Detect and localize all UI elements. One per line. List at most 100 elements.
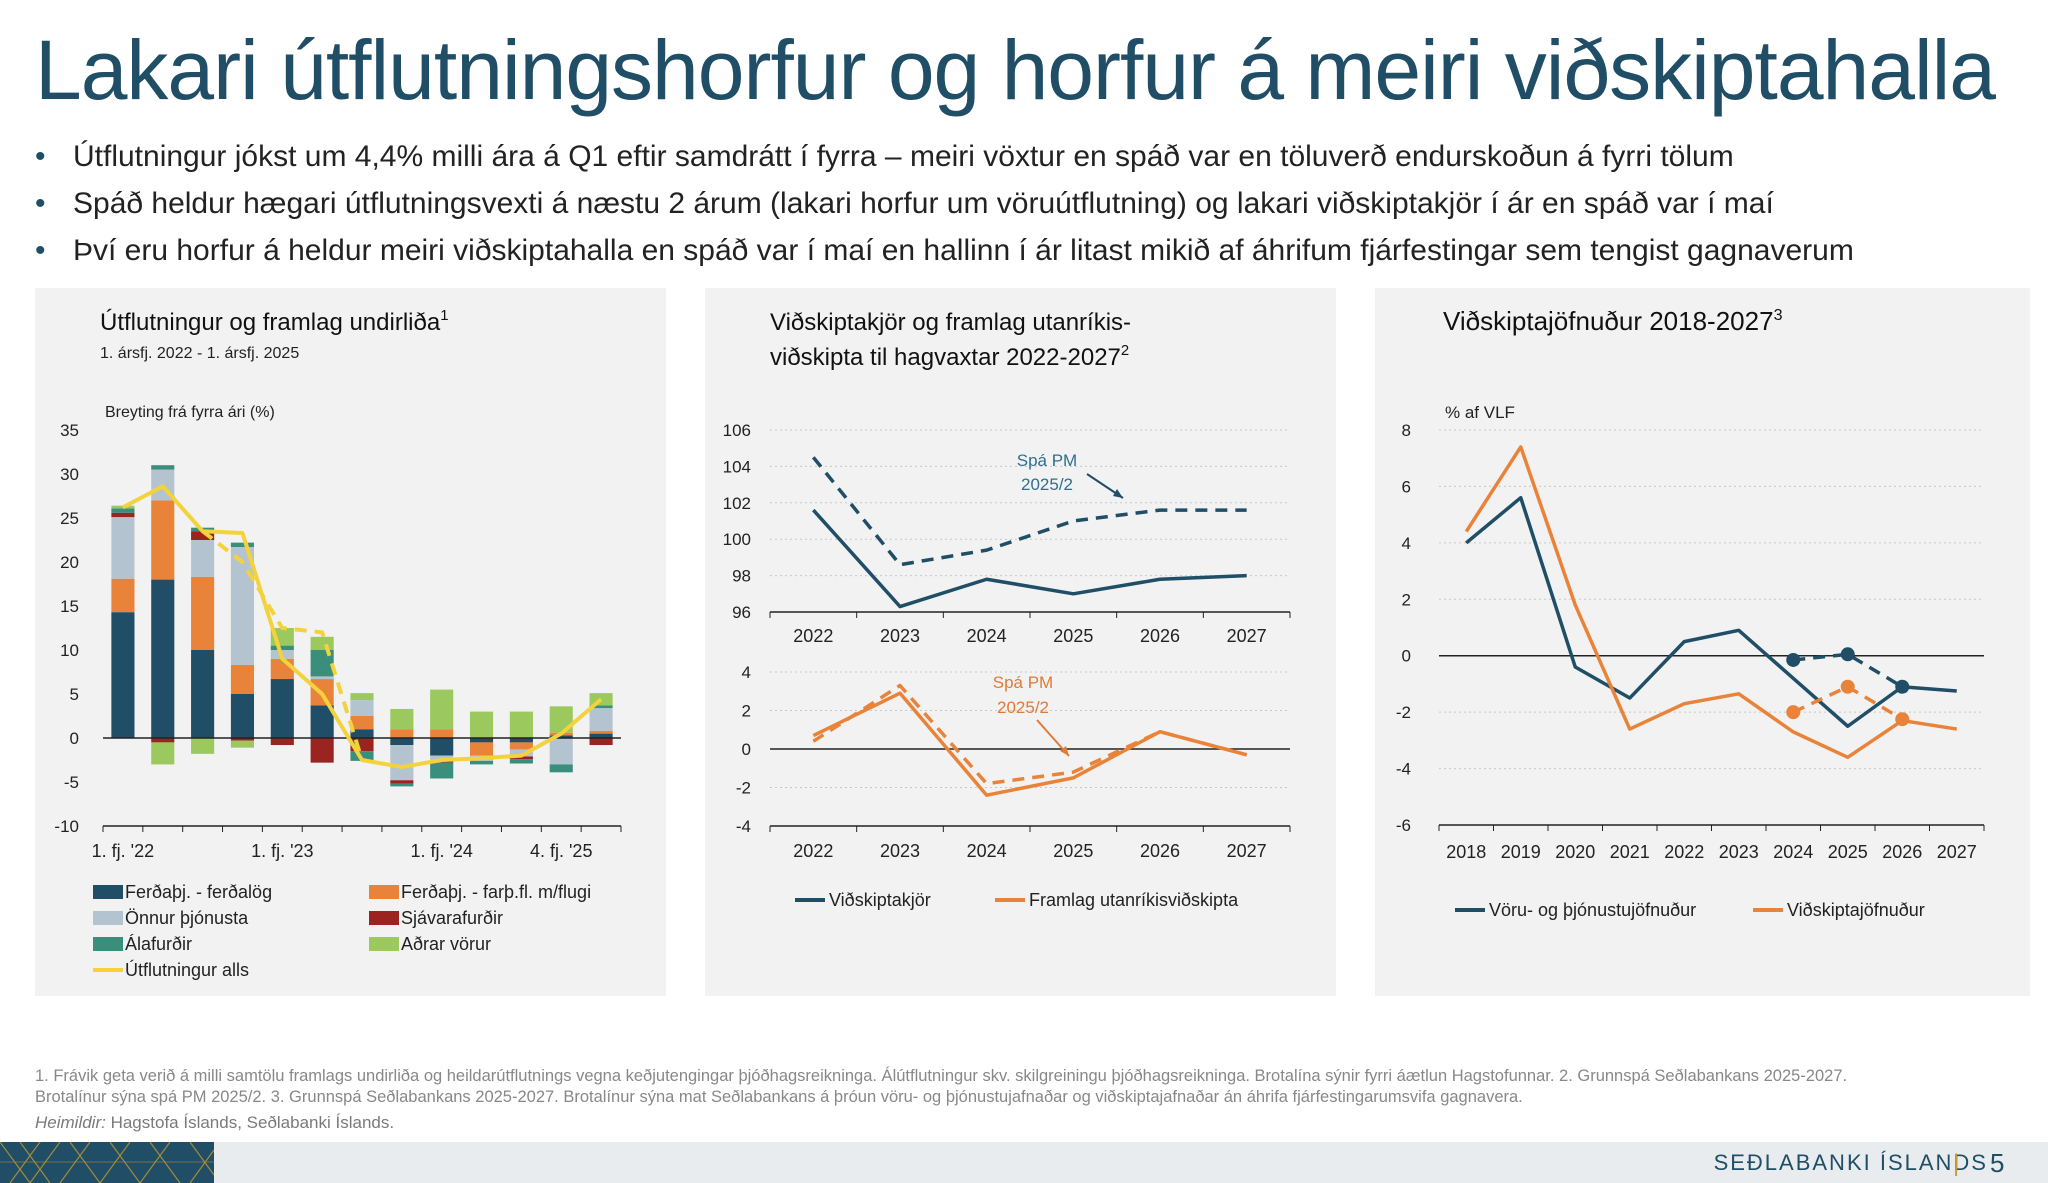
annotation-arrowhead	[1113, 489, 1123, 498]
top-y-tick-label: 102	[723, 494, 751, 513]
y-tick-label: -6	[1396, 816, 1411, 835]
bar-segment	[509, 738, 533, 743]
y-tick-label: 0	[1402, 647, 1411, 666]
legend-item: Framlag utanríkisviðskipta	[1029, 890, 1239, 910]
y-tick-label: 20	[60, 553, 79, 572]
bullet-text: Spáð heldur hægari útflutningsvexti á næ…	[73, 187, 1774, 220]
bar-segment	[151, 579, 175, 738]
bar-segment	[191, 650, 215, 738]
balance-revised-point	[1786, 705, 1801, 720]
bar-segment	[191, 531, 215, 540]
x-tick-label: 1. fj. '22	[92, 841, 154, 861]
bar-segment	[390, 783, 414, 787]
footer-band	[0, 1142, 2048, 1183]
total-exports-revised-line	[201, 529, 364, 761]
y-tick-label: -2	[1396, 703, 1411, 722]
bullet-item: • Útflutningur jókst um 4,4% milli ára á …	[35, 133, 1854, 180]
chart-title: Viðskiptajöfnuður 2018-20273	[1443, 306, 1783, 336]
y-tick-label: 2	[1402, 590, 1411, 609]
legend-swatch	[93, 885, 123, 899]
bar-segment	[430, 762, 454, 779]
x-tick-label: 2027	[1937, 842, 1977, 862]
y-tick-label: 4	[1402, 534, 1411, 553]
balance-revised-point	[1895, 712, 1910, 727]
bar-segment	[270, 679, 294, 738]
y-axis-title: % af VLF	[1445, 403, 1515, 422]
footnote-line: Brotalínur sýna spá PM 2025/2. 3. Grunns…	[35, 1088, 1523, 1106]
bar-segment	[151, 742, 175, 765]
bar-segment	[111, 512, 135, 518]
annotation-top: Spá PM 2025/2	[705, 288, 712, 289]
bar-segment	[230, 694, 255, 738]
annotation-line1: Spá PM	[1017, 451, 1077, 470]
bottom-x-tick-label: 2027	[1227, 841, 1267, 861]
annotation-line2: 2025/2	[1021, 475, 1073, 494]
bar-segment	[589, 730, 613, 734]
x-tick-label: 4. fj. '25	[530, 841, 592, 861]
balance-line	[1464, 445, 1958, 760]
bullet-icon: •	[35, 187, 46, 220]
y-tick-label: 0	[70, 729, 79, 748]
y-tick-label: 5	[70, 685, 79, 704]
y-axis-title: Breyting frá fyrra ári (%)	[105, 404, 275, 421]
bar-segment	[509, 742, 533, 750]
legend-item: Álafurðir	[125, 934, 192, 954]
bar-segment	[350, 751, 374, 761]
bar-segment	[350, 693, 374, 701]
bar-segment	[509, 759, 533, 764]
bar-segment	[230, 740, 255, 748]
bar-segment	[151, 738, 175, 743]
bar-segment	[270, 658, 294, 680]
legend-item: Ferðaþj. - ferðalög	[125, 882, 272, 902]
x-tick-label: 2022	[1664, 842, 1704, 862]
bar-segment	[430, 738, 454, 756]
bar-segment	[469, 738, 494, 743]
bar-segment	[390, 780, 414, 784]
bar-segment	[111, 517, 135, 579]
external-trade-forecast-line	[812, 683, 1248, 786]
terms-of-trade-chart: Viðskiptakjör og framlag utanríkis-viðsk…	[705, 288, 1291, 910]
legend-item: Ferðaþj. - farþ.fl. m/flugi	[401, 882, 591, 902]
terms-of-trade-chart-panel: Viðskiptakjör og framlag utanríkis-viðsk…	[705, 288, 1336, 996]
bullet-text: Útflutningur jókst um 4,4% milli ára á Q…	[73, 140, 1734, 173]
terms-of-trade-forecast-line	[811, 456, 1247, 567]
bullet-icon: •	[35, 140, 46, 173]
bar-segment	[430, 689, 454, 730]
bottom-x-tick-label: 2022	[793, 841, 833, 861]
chart-title: viðskipta til hagvaxtar 2022-20272	[770, 343, 1129, 371]
top-x-tick-label: 2025	[1053, 626, 1093, 646]
bar-segment	[310, 705, 334, 738]
bar-segment	[191, 576, 215, 650]
bar-segment	[310, 676, 334, 680]
bottom-x-tick-label: 2025	[1053, 841, 1093, 861]
top-x-tick-label: 2022	[793, 626, 833, 646]
bottom-y-tick-label: -4	[736, 817, 751, 836]
bar-segment	[230, 738, 255, 741]
top-y-tick-label: 100	[723, 530, 751, 549]
y-tick-label: 8	[1402, 421, 1411, 440]
bar-segment	[469, 711, 494, 738]
legend-item: Önnur þjónusta	[125, 908, 249, 928]
bullet-item: • Spáð heldur hægari útflutningsvexti á n…	[35, 180, 1854, 227]
y-tick-label: -4	[1396, 760, 1411, 779]
bar-segment	[509, 756, 533, 760]
bullet-list: • Útflutningur jókst um 4,4% milli ára á …	[35, 133, 1854, 274]
top-y-tick-label: 104	[723, 457, 751, 476]
y-tick-label: 25	[60, 509, 79, 528]
chart-title: Viðskiptakjör og framlag utanríkis-	[770, 309, 1131, 336]
balance-revised-point	[1895, 679, 1910, 694]
y-tick-label: 10	[60, 641, 79, 660]
current-account-chart: Viðskiptajöfnuður 2018-20273 % af VLF 8 6 4 2…	[1396, 306, 1985, 920]
bar-segment	[270, 645, 294, 650]
y-tick-label: 15	[60, 597, 79, 616]
bar-segment	[589, 705, 613, 709]
bar-segment	[430, 755, 454, 760]
legend-item: Sjávarafurðir	[401, 908, 503, 928]
x-tick-label: 1. fj. '23	[251, 841, 313, 861]
exports-chart: Útflutningur og framlag undirliða1 1. árs…	[54, 308, 622, 980]
top-x-tick-label: 2023	[880, 626, 920, 646]
footer-brand: SEÐLABANKI ÍSLANDS	[1713, 1150, 1988, 1175]
bar-segment	[509, 711, 533, 738]
bar-segment	[350, 729, 374, 738]
bar-segment	[549, 764, 573, 773]
